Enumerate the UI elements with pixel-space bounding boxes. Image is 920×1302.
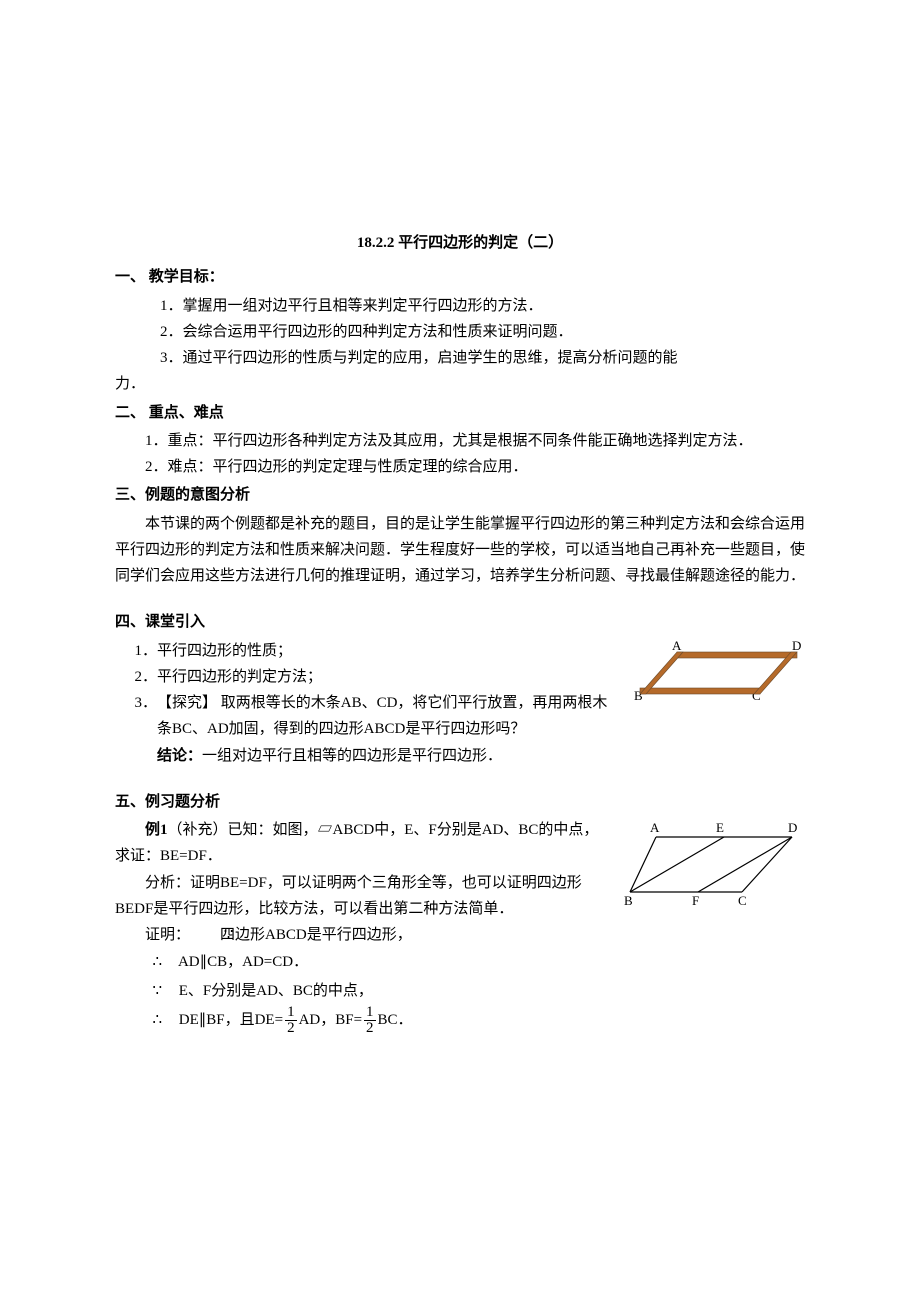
ex1-text: （补充）已知：如图，▱ABCD中，E、F分别是AD、BC的中点，求证：BE=DF… xyxy=(115,822,598,864)
document-title: 18.2.2 平行四边形的判定（二） xyxy=(115,230,805,256)
fig1-label-D: D xyxy=(792,638,801,653)
pf4-sym: ∴ xyxy=(153,1006,176,1035)
pf-line-4: ∴ DE∥BF，且DE=12AD，BF=12BC． xyxy=(115,1005,805,1036)
sec2-p2: 2．难点：平行四边形的判定定理与性质定理的综合应用． xyxy=(115,454,805,480)
pf3-sym: ∵ xyxy=(153,977,176,1006)
pf1-sym: ∵ xyxy=(194,922,217,948)
fig1-sticks xyxy=(640,652,797,694)
fraction-1-2-a: 12 xyxy=(285,1005,297,1036)
sec1-item-1: 1．掌握用一组对边平行且相等来判定平行四边形的方法． xyxy=(160,293,805,319)
proof-lead-line: 证明： ∵ 四边形ABCD是平行四边形， xyxy=(115,922,805,948)
sec1-item-2: 2．会综合运用平行四边形的四种判定方法和性质来证明问题． xyxy=(160,319,805,345)
fig2-label-A: A xyxy=(650,820,660,835)
sec4-conclusion-text: 结论：一组对边平行且相等的四边形是平行四边形． xyxy=(157,743,805,769)
fig2-label-C: C xyxy=(738,893,747,908)
section-5-heading: 五、例习题分析 xyxy=(115,789,805,815)
frac-n-a: 1 xyxy=(285,1005,297,1021)
frac-n-b: 1 xyxy=(364,1005,376,1021)
sec2-p1: 1．重点：平行四边形各种判定方法及其应用，尤其是根据不同条件能正确地选择判定方法… xyxy=(115,428,805,454)
section-1-body: 1．掌握用一组对边平行且相等来判定平行四边形的方法． 2．会综合运用平行四边形的… xyxy=(115,293,805,372)
figure-1-parallelogram-sticks: A D B C xyxy=(630,638,805,708)
sec4-num-2: 2． xyxy=(135,664,158,690)
pf4c: BC． xyxy=(378,1012,413,1028)
sec4-text-2: 平行四边形的判定方法； xyxy=(157,664,620,690)
fig2-label-E: E xyxy=(716,820,724,835)
fig2-label-F: F xyxy=(692,893,699,908)
fig1-label-A: A xyxy=(672,638,682,653)
fig2-label-B: B xyxy=(624,893,633,908)
section-4-heading: 四、课堂引入 xyxy=(115,609,805,635)
sec3-p1: 本节课的两个例题都是补充的题目，目的是让学生能掌握平行四边形的第三种判定方法和会… xyxy=(115,511,805,590)
sec1-item-3: 3．通过平行四边形的性质与判定的应用，启迪学生的思维，提高分析问题的能 xyxy=(160,345,805,371)
conclusion-body: 一组对边平行且相等的四边形是平行四边形． xyxy=(202,748,502,764)
sec1-tail: 力． xyxy=(115,371,805,397)
sec4-item-1: 1． 平行四边形的性质； xyxy=(135,638,621,664)
sec4-text-1: 平行四边形的性质； xyxy=(157,638,620,664)
pf3: E、F分别是AD、BC的中点， xyxy=(179,983,373,999)
sec4-item-3: 3． 【探究】 取两根等长的木条AB、CD，将它们平行放置，再用两根木条BC、A… xyxy=(135,690,621,743)
sec4-conclusion: 结论：一组对边平行且相等的四边形是平行四边形． xyxy=(135,743,806,769)
pf-line-2: ∴ AD∥CB，AD=CD． xyxy=(115,948,805,977)
fig2-label-D: D xyxy=(788,820,797,835)
pf4a: DE∥BF，且DE= xyxy=(179,1012,283,1028)
pf2: AD∥CB，AD=CD． xyxy=(178,954,308,970)
sec4-item-2: 2． 平行四边形的判定方法； xyxy=(135,664,621,690)
pf1: 四边形ABCD是平行四边形， xyxy=(220,927,412,943)
sec4-text-3: 【探究】 取两根等长的木条AB、CD，将它们平行放置，再用两根木条BC、AD加固… xyxy=(157,690,620,743)
proof-lead: 证明： xyxy=(145,927,190,943)
pf-line-3: ∵ E、F分别是AD、BC的中点， xyxy=(115,977,805,1006)
figure-2-parallelogram-ef: A E D B F C xyxy=(620,817,805,912)
document-page: 18.2.2 平行四边形的判定（二） 一、 教学目标： 1．掌握用一组对边平行且… xyxy=(0,0,920,1302)
frac-d-a: 2 xyxy=(285,1021,297,1036)
pf4b: AD，BF= xyxy=(299,1012,362,1028)
pf2-sym: ∴ xyxy=(153,948,176,977)
section-3-heading: 三、例题的意图分析 xyxy=(115,482,805,508)
section-1-heading: 一、 教学目标： xyxy=(115,264,805,290)
fraction-1-2-b: 12 xyxy=(364,1005,376,1036)
ex1-lead: 例1 xyxy=(145,822,168,838)
sec4-num-1: 1． xyxy=(135,638,158,664)
sec4-num-3: 3． xyxy=(135,690,158,716)
frac-d-b: 2 xyxy=(364,1021,376,1036)
conclusion-label: 结论： xyxy=(157,748,202,764)
section-2-heading: 二、 重点、难点 xyxy=(115,400,805,426)
blank-num xyxy=(135,743,158,769)
fig2-lines xyxy=(630,837,792,892)
